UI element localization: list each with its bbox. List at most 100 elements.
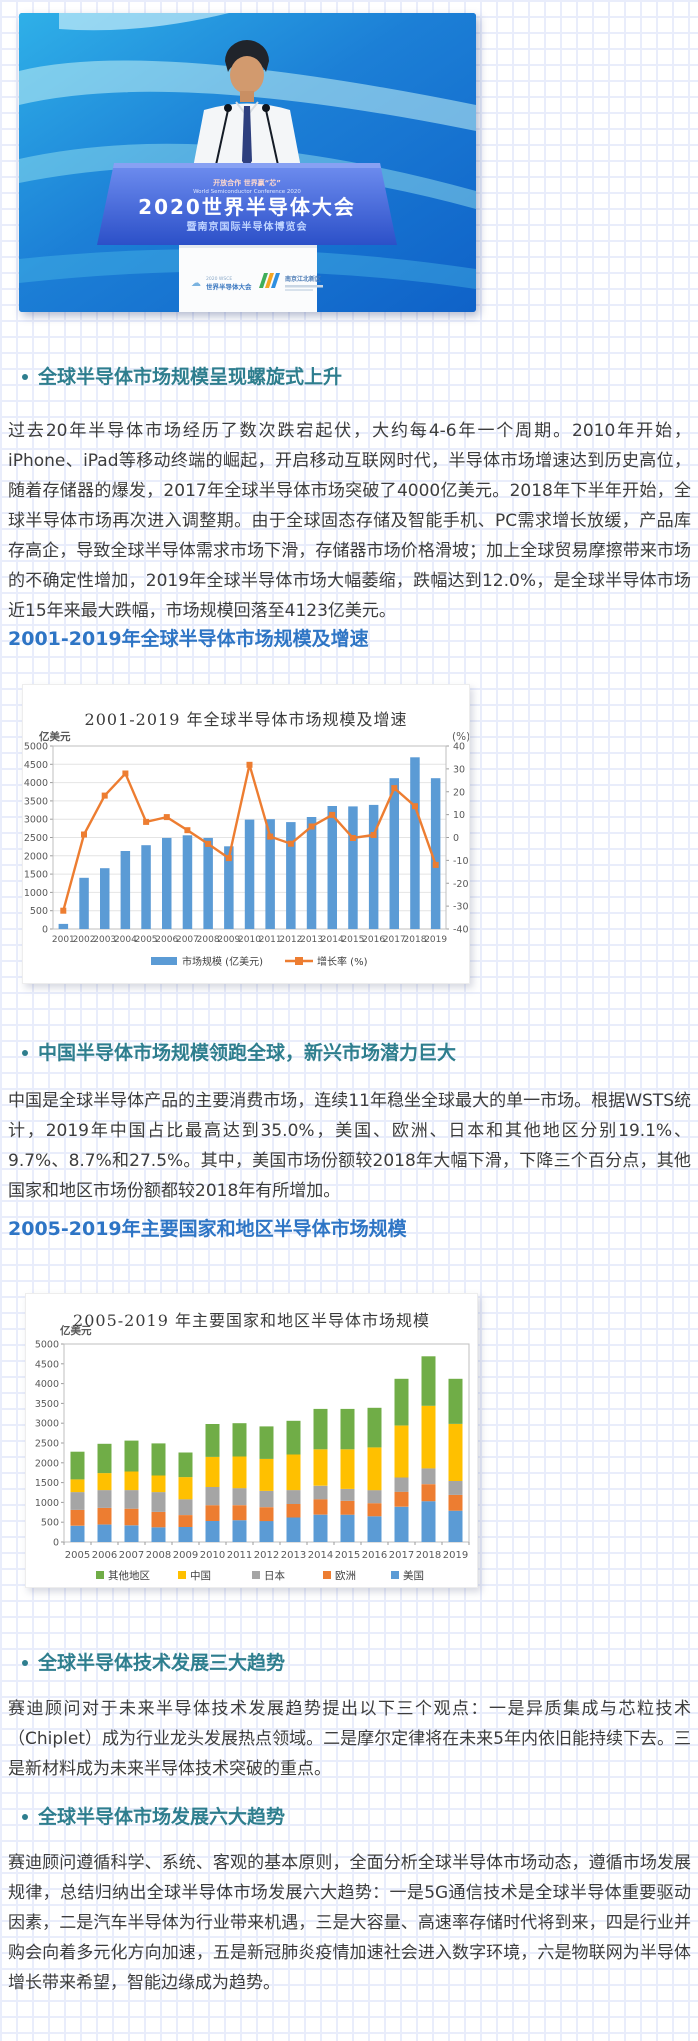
svg-text:2013: 2013 bbox=[300, 935, 323, 945]
section-paragraph: 过去20年半导体市场经历了数次跌宕起伏，大约每4-6年一个周期。2010年开始，… bbox=[8, 421, 691, 621]
svg-text:2019: 2019 bbox=[443, 1550, 468, 1561]
section-heading-3: 全球半导体技术发展三大趋势 bbox=[22, 1652, 698, 1674]
svg-text:(%): (%) bbox=[452, 731, 469, 743]
svg-text:2009: 2009 bbox=[217, 935, 240, 945]
svg-text:2008: 2008 bbox=[197, 935, 220, 945]
svg-text:增长率 (%): 增长率 (%) bbox=[317, 955, 368, 968]
svg-text:2015: 2015 bbox=[335, 1550, 360, 1561]
chart-subheading-2: 2005-2019年主要国家和地区半导体市场规模 bbox=[8, 1218, 407, 1240]
svg-text:2018: 2018 bbox=[416, 1550, 441, 1561]
svg-text:2005: 2005 bbox=[135, 935, 158, 945]
svg-text:2015: 2015 bbox=[341, 935, 364, 945]
svg-text:开放合作 世界赢“芯”: 开放合作 世界赢“芯” bbox=[213, 178, 281, 187]
svg-text:2014: 2014 bbox=[321, 935, 344, 945]
svg-text:2500: 2500 bbox=[35, 1439, 59, 1450]
svg-text:2018: 2018 bbox=[404, 935, 427, 945]
bullet-dot-icon bbox=[22, 1660, 28, 1666]
svg-text:2007: 2007 bbox=[119, 1550, 144, 1561]
section-paragraph: 赛迪顾问对于未来半导体技术发展趋势提出以下三个观点：一是异质集成与芯粒技术（Ch… bbox=[8, 1699, 691, 1779]
svg-text:0: 0 bbox=[53, 1538, 59, 1549]
svg-text:3000: 3000 bbox=[24, 815, 48, 826]
section-title: 全球半导体市场规模呈现螺旋式上升 bbox=[38, 366, 343, 388]
svg-text:-20: -20 bbox=[453, 879, 469, 890]
svg-text:2006: 2006 bbox=[155, 935, 178, 945]
svg-text:1000: 1000 bbox=[35, 1498, 59, 1509]
svg-text:World Semiconductor Conference: World Semiconductor Conference 2020 bbox=[193, 189, 301, 195]
svg-text:亿美元: 亿美元 bbox=[39, 730, 71, 743]
svg-text:2500: 2500 bbox=[24, 833, 48, 844]
svg-text:0: 0 bbox=[42, 925, 48, 936]
svg-text:30: 30 bbox=[453, 764, 465, 775]
svg-text:南京江北新区: 南京江北新区 bbox=[285, 275, 321, 283]
svg-text:2008: 2008 bbox=[146, 1550, 171, 1561]
svg-text:3500: 3500 bbox=[35, 1399, 59, 1410]
svg-text:2016: 2016 bbox=[362, 935, 385, 945]
section-heading-2: 中国半导体市场规模领跑全球，新兴市场潜力巨大 bbox=[22, 1042, 698, 1064]
svg-text:500: 500 bbox=[30, 906, 48, 917]
svg-text:-30: -30 bbox=[453, 902, 469, 913]
section-title: 全球半导体市场发展六大趋势 bbox=[38, 1806, 286, 1828]
svg-text:2016: 2016 bbox=[362, 1550, 387, 1561]
section-paragraph: 赛迪顾问遵循科学、系统、客观的基本原则，全面分析全球半导体市场动态，遵循市场发展… bbox=[8, 1853, 691, 1993]
svg-text:美国: 美国 bbox=[403, 1569, 424, 1582]
svg-text:2020世界半导体大会: 2020世界半导体大会 bbox=[138, 195, 356, 219]
svg-text:日本: 日本 bbox=[264, 1569, 285, 1582]
svg-text:2002: 2002 bbox=[73, 935, 96, 945]
svg-text:20: 20 bbox=[453, 787, 465, 798]
svg-text:2013: 2013 bbox=[281, 1550, 306, 1561]
svg-text:4500: 4500 bbox=[35, 1359, 59, 1370]
chart-subheading-1: 2001-2019年全球半导体市场规模及增速 bbox=[8, 628, 369, 650]
svg-text:3000: 3000 bbox=[35, 1419, 59, 1430]
section-paragraph: 中国是全球半导体产品的主要消费市场，连续11年稳坐全球最大的单一市场。根据WST… bbox=[8, 1091, 691, 1201]
svg-text:暨南京国际半导体博览会: 暨南京国际半导体博览会 bbox=[187, 220, 308, 233]
svg-text:2001-2019 年全球半导体市场规模及增速: 2001-2019 年全球半导体市场规模及增速 bbox=[85, 710, 408, 729]
svg-text:1000: 1000 bbox=[24, 888, 48, 899]
svg-text:4000: 4000 bbox=[35, 1379, 59, 1390]
svg-text:3500: 3500 bbox=[24, 796, 48, 807]
bullet-dot-icon bbox=[22, 1814, 28, 1820]
conference-photo: 开放合作 世界赢“芯” World Semiconductor Conferenc… bbox=[19, 13, 476, 312]
svg-text:2012: 2012 bbox=[279, 935, 302, 945]
svg-text:其他地区: 其他地区 bbox=[108, 1569, 150, 1582]
svg-text:2006: 2006 bbox=[92, 1550, 117, 1561]
svg-text:欧洲: 欧洲 bbox=[335, 1570, 356, 1582]
svg-text:2017: 2017 bbox=[389, 1550, 414, 1561]
svg-text:5000: 5000 bbox=[24, 742, 48, 753]
svg-text:4000: 4000 bbox=[24, 778, 48, 789]
svg-text:5000: 5000 bbox=[35, 1340, 59, 1351]
section-heading-4: 全球半导体市场发展六大趋势 bbox=[22, 1806, 698, 1828]
bullet-dot-icon bbox=[22, 1050, 28, 1056]
svg-text:世界半导体大会: 世界半导体大会 bbox=[206, 282, 252, 291]
chart-global-market-size-growth: 2001-2019 年全球半导体市场规模及增速亿美元 (%) 0 500 1000 150… bbox=[22, 684, 470, 984]
svg-text:-40: -40 bbox=[453, 925, 469, 936]
svg-text:2012: 2012 bbox=[254, 1550, 279, 1561]
svg-text:2005: 2005 bbox=[65, 1550, 90, 1561]
section-heading-1: 全球半导体市场规模呈现螺旋式上升 bbox=[22, 366, 698, 388]
svg-text:2017: 2017 bbox=[383, 935, 406, 945]
svg-text:2000: 2000 bbox=[24, 851, 48, 862]
svg-text:2010: 2010 bbox=[238, 935, 261, 945]
svg-text:2010: 2010 bbox=[200, 1550, 225, 1561]
svg-text:500: 500 bbox=[41, 1518, 59, 1529]
svg-text:4500: 4500 bbox=[24, 760, 48, 771]
chart-regional-market-size: 2005-2019 年主要国家和地区半导体市场规模 亿美元 0 500 1000 1500… bbox=[25, 1293, 478, 1588]
svg-text:2001: 2001 bbox=[52, 935, 75, 945]
svg-text:2007: 2007 bbox=[176, 935, 199, 945]
svg-text:2000: 2000 bbox=[35, 1458, 59, 1469]
svg-text:2005-2019 年主要国家和地区半导体市场规模: 2005-2019 年主要国家和地区半导体市场规模 bbox=[73, 1311, 430, 1330]
svg-text:2019: 2019 bbox=[424, 935, 447, 945]
svg-text:2003: 2003 bbox=[93, 935, 116, 945]
svg-text:2004: 2004 bbox=[114, 935, 137, 945]
svg-text:亿美元: 亿美元 bbox=[60, 1324, 92, 1337]
svg-text:0: 0 bbox=[453, 833, 459, 844]
svg-text:1500: 1500 bbox=[24, 870, 48, 881]
svg-text:2011: 2011 bbox=[259, 935, 282, 945]
svg-text:40: 40 bbox=[453, 742, 465, 753]
svg-text:-10: -10 bbox=[453, 856, 469, 867]
svg-text:中国: 中国 bbox=[190, 1569, 211, 1582]
bullet-dot-icon bbox=[22, 374, 28, 380]
svg-text:10: 10 bbox=[453, 810, 465, 821]
svg-text:2009: 2009 bbox=[173, 1550, 198, 1561]
svg-text:2020 WSCE: 2020 WSCE bbox=[206, 276, 232, 282]
section-title: 全球半导体技术发展三大趋势 bbox=[38, 1652, 286, 1674]
